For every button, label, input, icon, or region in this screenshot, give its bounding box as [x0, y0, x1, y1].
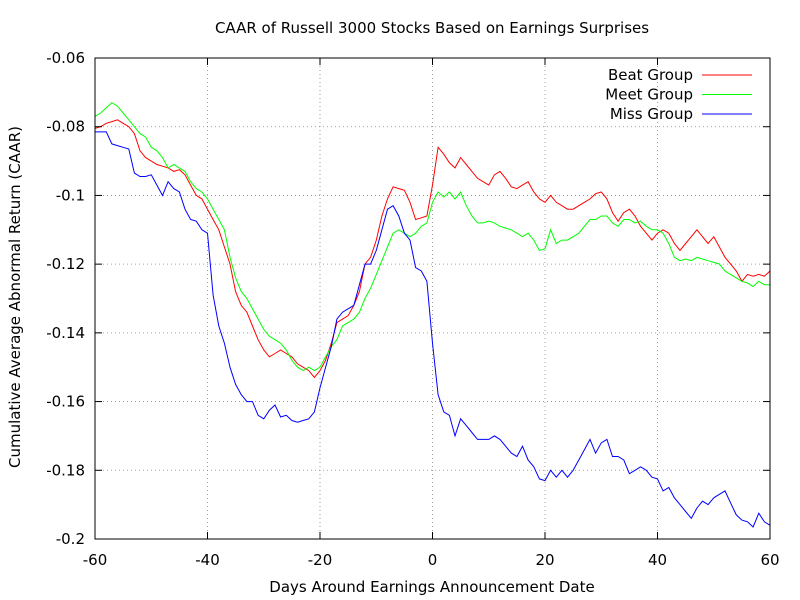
- x-tick-label: 20: [535, 551, 554, 569]
- chart-title: CAAR of Russell 3000 Stocks Based on Ear…: [215, 19, 649, 37]
- x-tick-label: 0: [428, 551, 438, 569]
- gridlines: [95, 58, 770, 539]
- x-tick-label: -20: [308, 551, 333, 569]
- y-tick-label: -0.2: [56, 530, 85, 548]
- x-tick-label: 40: [648, 551, 667, 569]
- y-tick-label: -0.16: [46, 393, 85, 411]
- legend-label-meet-group: Meet Group: [605, 86, 693, 104]
- legend-label-miss-group: Miss Group: [610, 105, 693, 123]
- y-tick-label: -0.18: [46, 461, 85, 479]
- x-tick-label: -40: [195, 551, 220, 569]
- y-axis-label: Cumulative Average Abnormal Return (CAAR…: [6, 126, 24, 468]
- y-tick-label: -0.14: [46, 324, 85, 342]
- y-tick-label: -0.1: [56, 186, 85, 204]
- x-tick-label: 60: [760, 551, 779, 569]
- y-tick-label: -0.06: [46, 49, 85, 67]
- axis-ticks: -60 -40 -20 0 20 40 60 -0.2 -0.18 -0.16 -0.14 -0.12…: [46, 49, 779, 569]
- x-axis-label: Days Around Earnings Announcement Date: [269, 578, 594, 596]
- beat-group-line: [94, 119, 771, 379]
- meet-group-line: [94, 102, 770, 372]
- legend-label-beat-group: Beat Group: [608, 66, 693, 84]
- y-tick-label: -0.08: [46, 118, 85, 136]
- y-tick-label: -0.12: [46, 255, 85, 273]
- miss-group-line: [95, 131, 771, 528]
- x-tick-label: -60: [83, 551, 108, 569]
- series-lines: [94, 102, 771, 528]
